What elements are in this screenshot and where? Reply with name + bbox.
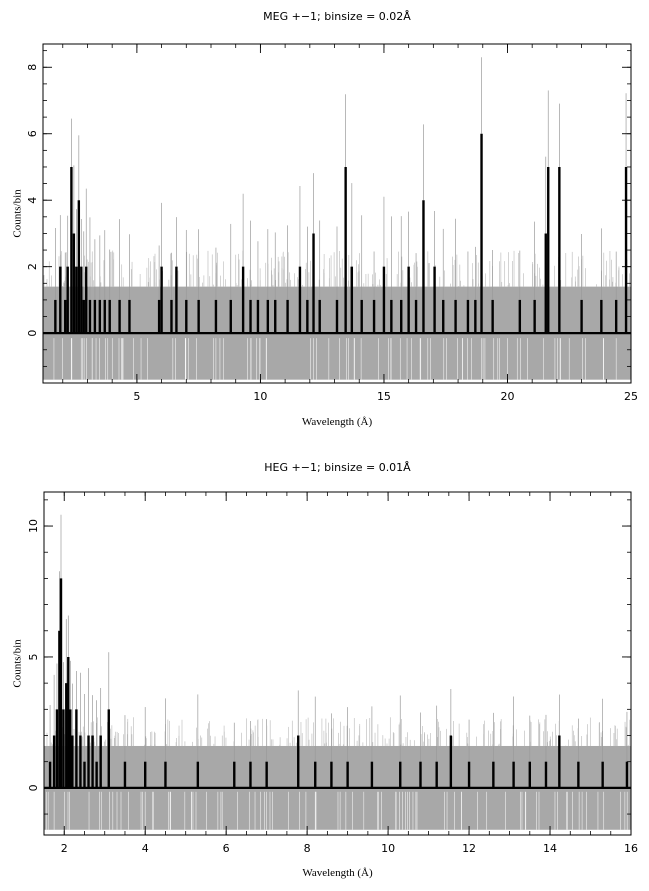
y-tick-label: 2 [26,263,39,270]
x-tick-label: 12 [462,842,476,855]
chart-panel-2: HEG +−1; binsize = 0.01Å 2 4 6 8 10 12 14 16 0 5 10… [12,461,638,879]
y-tick-label: 6 [26,130,39,137]
x-tick-label: 20 [500,390,514,403]
x-axis-label: Wavelength (Å) [302,416,373,428]
plot-frame [42,43,632,384]
x-tick-label: 14 [543,842,557,855]
noise-lines [46,514,631,830]
chart-title: MEG +−1; binsize = 0.02Å [263,10,411,23]
plot-area [43,57,631,380]
y-tick-label: 0 [27,784,40,791]
series-counts [54,133,628,334]
x-tick-label: 16 [624,842,638,855]
series-counts [48,578,629,788]
x-tick-label: 4 [142,842,149,855]
noise-lines [43,57,630,380]
y-axis: 0 5 10 [27,499,631,815]
x-tick-label: 5 [133,390,140,403]
x-axis-label: Wavelength (Å) [302,867,373,879]
x-tick-label: 6 [223,842,230,855]
chart-panel-1: MEG +−1; binsize = 0.02Å 5 10 15 20 25 0 2 4 6 8 Wa… [12,10,638,428]
x-tick-label: 10 [253,390,267,403]
x-tick-label: 8 [304,842,311,855]
x-axis: 2 4 6 8 10 12 14 16 [43,492,638,855]
y-axis: 0 2 4 6 8 [26,50,631,384]
y-tick-label: 10 [27,519,40,533]
plot-frame [43,491,632,836]
y-axis-label: Counts/bin [12,189,24,238]
x-tick-label: 25 [624,390,638,403]
x-axis: 5 10 15 20 25 [62,44,638,403]
y-axis-label: Counts/bin [12,639,24,688]
y-tick-label: 0 [26,330,39,337]
x-tick-label: 15 [377,390,391,403]
y-tick-label: 4 [26,197,39,204]
y-tick-label: 5 [27,653,40,660]
x-tick-label: 2 [61,842,68,855]
x-tick-label: 10 [381,842,395,855]
chart-title: HEG +−1; binsize = 0.01Å [264,461,411,474]
y-tick-label: 8 [26,64,39,71]
plot-area [44,514,631,830]
